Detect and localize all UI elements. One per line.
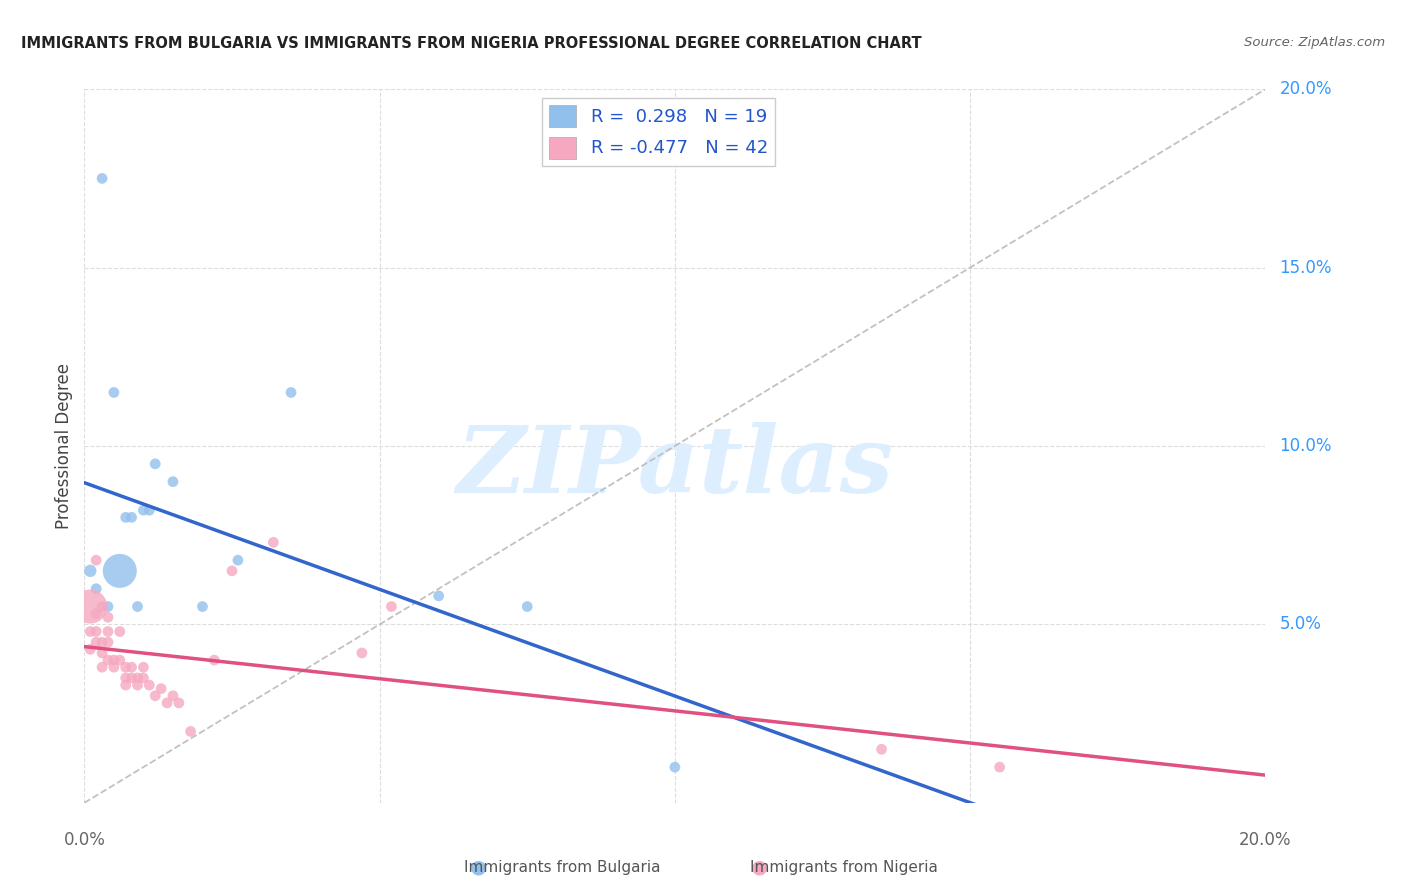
Point bbox=[84, 607, 107, 621]
Text: ZIPatlas: ZIPatlas bbox=[457, 423, 893, 512]
Point bbox=[91, 635, 114, 649]
Point bbox=[114, 510, 136, 524]
Text: 20.0%: 20.0% bbox=[1239, 830, 1292, 848]
Point bbox=[97, 610, 120, 624]
Point bbox=[84, 624, 107, 639]
Point bbox=[103, 660, 125, 674]
Point bbox=[143, 689, 166, 703]
Point bbox=[988, 760, 1011, 774]
Point bbox=[103, 385, 125, 400]
Point bbox=[162, 689, 184, 703]
Point bbox=[150, 681, 173, 696]
Point bbox=[121, 510, 143, 524]
Text: IMMIGRANTS FROM BULGARIA VS IMMIGRANTS FROM NIGERIA PROFESSIONAL DEGREE CORRELAT: IMMIGRANTS FROM BULGARIA VS IMMIGRANTS F… bbox=[21, 36, 922, 51]
Point bbox=[91, 646, 114, 660]
Point bbox=[79, 642, 101, 657]
Text: 10.0%: 10.0% bbox=[1279, 437, 1331, 455]
Point bbox=[143, 457, 166, 471]
Point bbox=[221, 564, 243, 578]
Point bbox=[127, 671, 149, 685]
Point bbox=[167, 696, 190, 710]
Point bbox=[79, 564, 101, 578]
Text: ●: ● bbox=[751, 857, 768, 877]
Point bbox=[127, 678, 149, 692]
Point bbox=[127, 599, 149, 614]
Text: Immigrants from Bulgaria: Immigrants from Bulgaria bbox=[464, 860, 661, 874]
Text: Source: ZipAtlas.com: Source: ZipAtlas.com bbox=[1244, 36, 1385, 49]
Point bbox=[516, 599, 538, 614]
Point bbox=[162, 475, 184, 489]
Point bbox=[380, 599, 402, 614]
Point bbox=[84, 553, 107, 567]
Point bbox=[114, 678, 136, 692]
Point bbox=[138, 678, 160, 692]
Point bbox=[91, 171, 114, 186]
Point bbox=[870, 742, 893, 756]
Point bbox=[156, 696, 179, 710]
Text: ●: ● bbox=[470, 857, 486, 877]
Point bbox=[121, 660, 143, 674]
Point bbox=[108, 653, 131, 667]
Point bbox=[114, 660, 136, 674]
Point bbox=[180, 724, 202, 739]
Point bbox=[97, 599, 120, 614]
Point bbox=[132, 503, 155, 517]
Point bbox=[84, 635, 107, 649]
Text: 20.0%: 20.0% bbox=[1279, 80, 1331, 98]
Point bbox=[91, 599, 114, 614]
Point bbox=[202, 653, 225, 667]
Text: Immigrants from Nigeria: Immigrants from Nigeria bbox=[749, 860, 938, 874]
Point bbox=[114, 671, 136, 685]
Point bbox=[191, 599, 214, 614]
Point bbox=[103, 653, 125, 667]
Point bbox=[427, 589, 450, 603]
Text: 15.0%: 15.0% bbox=[1279, 259, 1331, 277]
Text: 0.0%: 0.0% bbox=[63, 830, 105, 848]
Legend: R =  0.298   N = 19, R = -0.477   N = 42: R = 0.298 N = 19, R = -0.477 N = 42 bbox=[543, 98, 775, 166]
Point bbox=[79, 624, 101, 639]
Point bbox=[79, 599, 101, 614]
Point bbox=[226, 553, 249, 567]
Point bbox=[664, 760, 686, 774]
Point bbox=[91, 660, 114, 674]
Point bbox=[84, 582, 107, 596]
Point bbox=[262, 535, 284, 549]
Point bbox=[138, 503, 160, 517]
Point bbox=[97, 653, 120, 667]
Point bbox=[132, 671, 155, 685]
Point bbox=[108, 624, 131, 639]
Point bbox=[108, 564, 131, 578]
Point bbox=[350, 646, 373, 660]
Point bbox=[97, 635, 120, 649]
Point bbox=[132, 660, 155, 674]
Point bbox=[280, 385, 302, 400]
Y-axis label: Professional Degree: Professional Degree bbox=[55, 363, 73, 529]
Point bbox=[121, 671, 143, 685]
Point bbox=[97, 624, 120, 639]
Text: 5.0%: 5.0% bbox=[1279, 615, 1322, 633]
